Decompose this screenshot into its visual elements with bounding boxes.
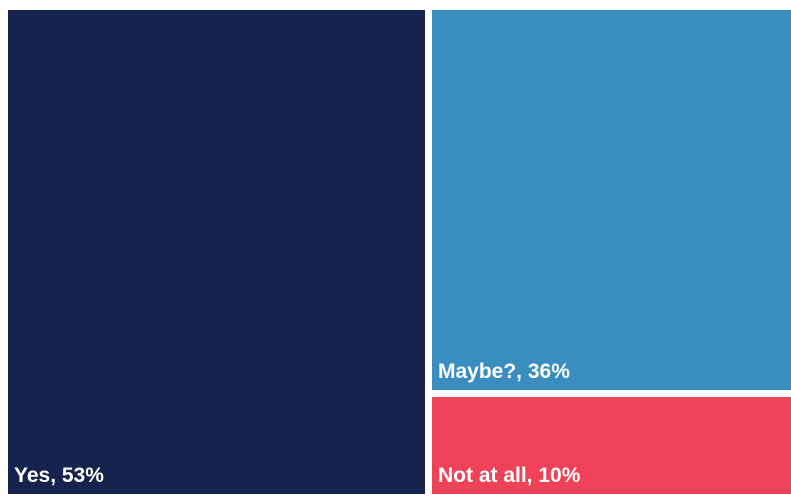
treemap-tile-not-at-all: Not at all, 10%	[432, 397, 791, 494]
tile-label-not-at-all: Not at all, 10%	[438, 464, 581, 487]
tile-label-yes: Yes, 53%	[14, 464, 104, 487]
treemap-tile-yes: Yes, 53%	[8, 10, 425, 494]
treemap-tile-maybe: Maybe?, 36%	[432, 10, 791, 390]
tile-label-maybe: Maybe?, 36%	[438, 360, 570, 383]
